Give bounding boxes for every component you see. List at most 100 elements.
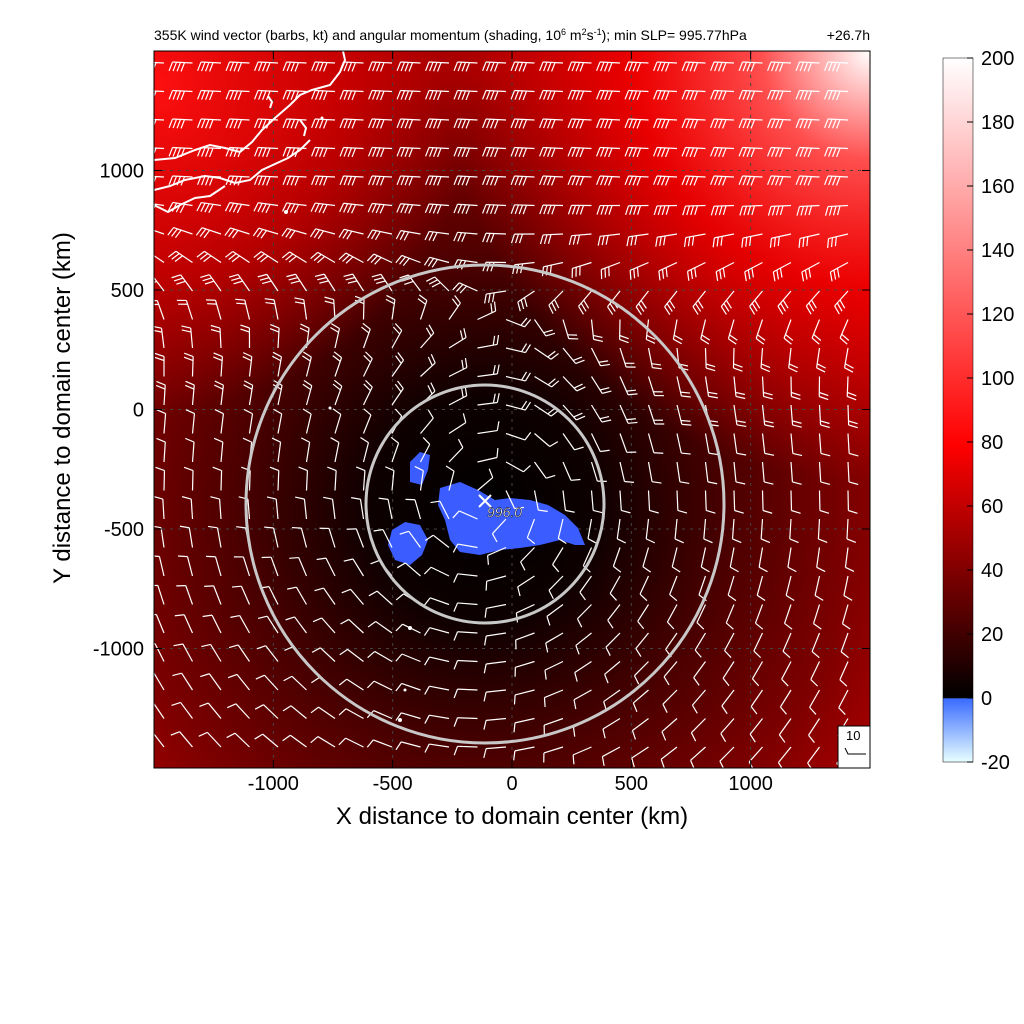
wind-barb [557,518,567,544]
wind-barb [396,562,421,577]
wind-barb [510,233,535,244]
x-axis: -1000 -500 0 500 1000 [248,51,773,795]
wind-barb [543,689,564,708]
wind-barb [517,575,535,597]
wind-barb [185,437,195,463]
wind-barb [205,299,222,320]
wind-barb [534,375,560,388]
y-axis: -1000 -500 0 500 1000 [93,161,870,661]
wind-barb [660,746,678,768]
wind-barb [240,324,251,349]
wind-barb [396,203,421,214]
wind-barb [738,61,763,72]
wind-barb [196,250,222,263]
wind-barb [227,703,250,719]
wind-barb [575,632,592,655]
wind-barb [847,433,859,457]
wind-barb [733,433,747,456]
wind-barb [562,490,575,513]
wind-barb [179,525,194,548]
plot-area: 996.0 10 [154,51,870,768]
colorbar-tick-label: 140 [981,240,1014,262]
wind-barb [526,518,536,545]
colorbar-tick-label: 20 [981,624,1003,646]
wind-barb [704,461,718,485]
wind-barb [295,496,308,520]
wind-barb [777,746,792,768]
wind-barb [539,89,564,101]
wind-barb [269,323,280,349]
wind-barb [482,89,507,101]
wind-barb [254,61,279,72]
wind-barb [738,146,763,158]
wind-barb [681,61,706,72]
wind-barb [430,500,450,520]
wind-barb [590,347,611,367]
wind-barb [839,319,850,345]
wind-barb [424,685,450,695]
wind-barb [839,661,849,687]
wind-barb [824,89,849,101]
wind-barb [739,204,763,216]
wind-barb [212,466,223,491]
colorbar-tick-label: -20 [981,752,1010,774]
wind-barb [168,89,193,101]
wind-barb [254,118,279,129]
wind-barb [254,704,279,719]
wind-barb [453,61,478,72]
wind-barb [483,746,507,758]
wind-barb [653,118,678,129]
wind-barb [666,604,678,630]
wind-barb [448,358,468,378]
wind-barb [257,273,279,292]
wind-barb [319,527,336,548]
wind-barb [543,746,564,763]
wind-barb [520,547,535,571]
wind-barb [230,614,251,634]
wind-barb [829,261,849,282]
wind-barb [254,175,279,186]
wind-barb [545,632,564,653]
wind-barb [154,702,165,719]
island [398,718,402,722]
wind-barb [783,604,793,630]
wind-barb [226,732,250,748]
wind-barb [669,575,678,602]
wind-barb [482,232,507,243]
wind-barb [534,347,559,360]
wind-barb [482,203,507,215]
wind-barb [574,660,592,682]
wind-barb [168,118,193,129]
wind-barb [691,689,706,714]
wind-barb [572,746,592,765]
wind-barb [635,632,649,657]
wind-barb [273,408,283,434]
wind-barb [448,413,467,435]
wind-barb [568,233,592,246]
wind-barb [154,643,165,662]
wind-barb [753,632,764,659]
wind-barb [664,290,678,315]
wind-barb [597,233,621,246]
wind-barb [824,146,849,158]
wind-barb [629,261,649,280]
wind-barb [625,204,649,215]
wind-barb [694,632,707,658]
wind-barb [624,146,649,158]
wind-barb [214,409,225,434]
wind-barb [814,575,824,601]
wind-barb [616,518,627,544]
wind-barb [210,496,222,520]
storm-center-marker: 996.0 [478,494,522,520]
wind-barb [330,437,340,463]
wind-barb [671,547,681,573]
wind-barb [154,525,165,548]
wind-barb [721,689,735,715]
wind-barb [605,632,621,656]
wind-barb [727,319,738,345]
wind-barb [795,118,820,129]
wind-barb [167,201,193,214]
wind-barb [715,261,735,282]
wind-barb [727,575,737,602]
wind-barb [655,233,678,247]
